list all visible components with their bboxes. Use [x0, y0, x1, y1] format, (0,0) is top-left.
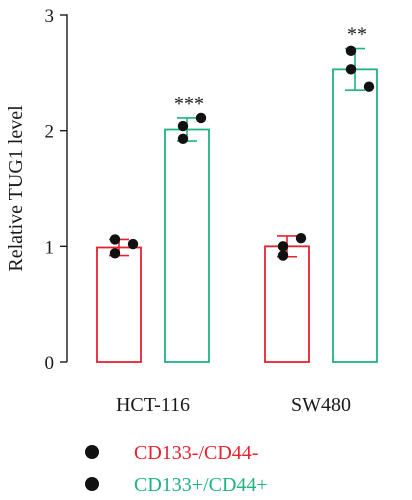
y-tick-label: 3 — [45, 6, 55, 27]
significance-label: ** — [347, 24, 367, 46]
bar — [264, 245, 310, 363]
data-point — [277, 250, 289, 261]
x-tick-label: SW480 — [291, 394, 351, 416]
data-point — [363, 81, 375, 92]
legend-label: CD133+/CD44+ — [134, 474, 268, 496]
chart-bars — [96, 45, 378, 363]
bar — [164, 128, 210, 363]
legend-marker — [85, 445, 99, 459]
data-point — [277, 241, 289, 252]
data-point — [177, 120, 189, 132]
x-tick-label: HCT-116 — [116, 394, 190, 416]
data-point — [127, 238, 139, 250]
y-axis-label: Relative TUG1 level — [5, 105, 27, 272]
bar — [96, 246, 142, 363]
data-point — [109, 234, 121, 245]
data-point — [345, 64, 357, 75]
y-tick-label: 1 — [45, 237, 55, 258]
bar — [332, 68, 378, 363]
chart-labels: ***** — [174, 24, 367, 115]
chart-legend: CD133-/CD44- CD133+/CD44+ — [85, 442, 268, 496]
legend-label: CD133-/CD44- — [134, 442, 258, 464]
data-point — [295, 233, 307, 244]
data-point — [345, 45, 357, 57]
y-tick-label: 0 — [45, 353, 55, 374]
chart-axes: 0 1 2 3 Relative TUG1 level HCT-116 SW480 — [5, 6, 351, 416]
significance-label: *** — [174, 93, 204, 115]
data-point — [195, 112, 207, 124]
data-point — [177, 133, 189, 144]
legend-marker — [85, 477, 99, 491]
y-tick-label: 2 — [45, 122, 55, 143]
data-point — [109, 248, 121, 259]
